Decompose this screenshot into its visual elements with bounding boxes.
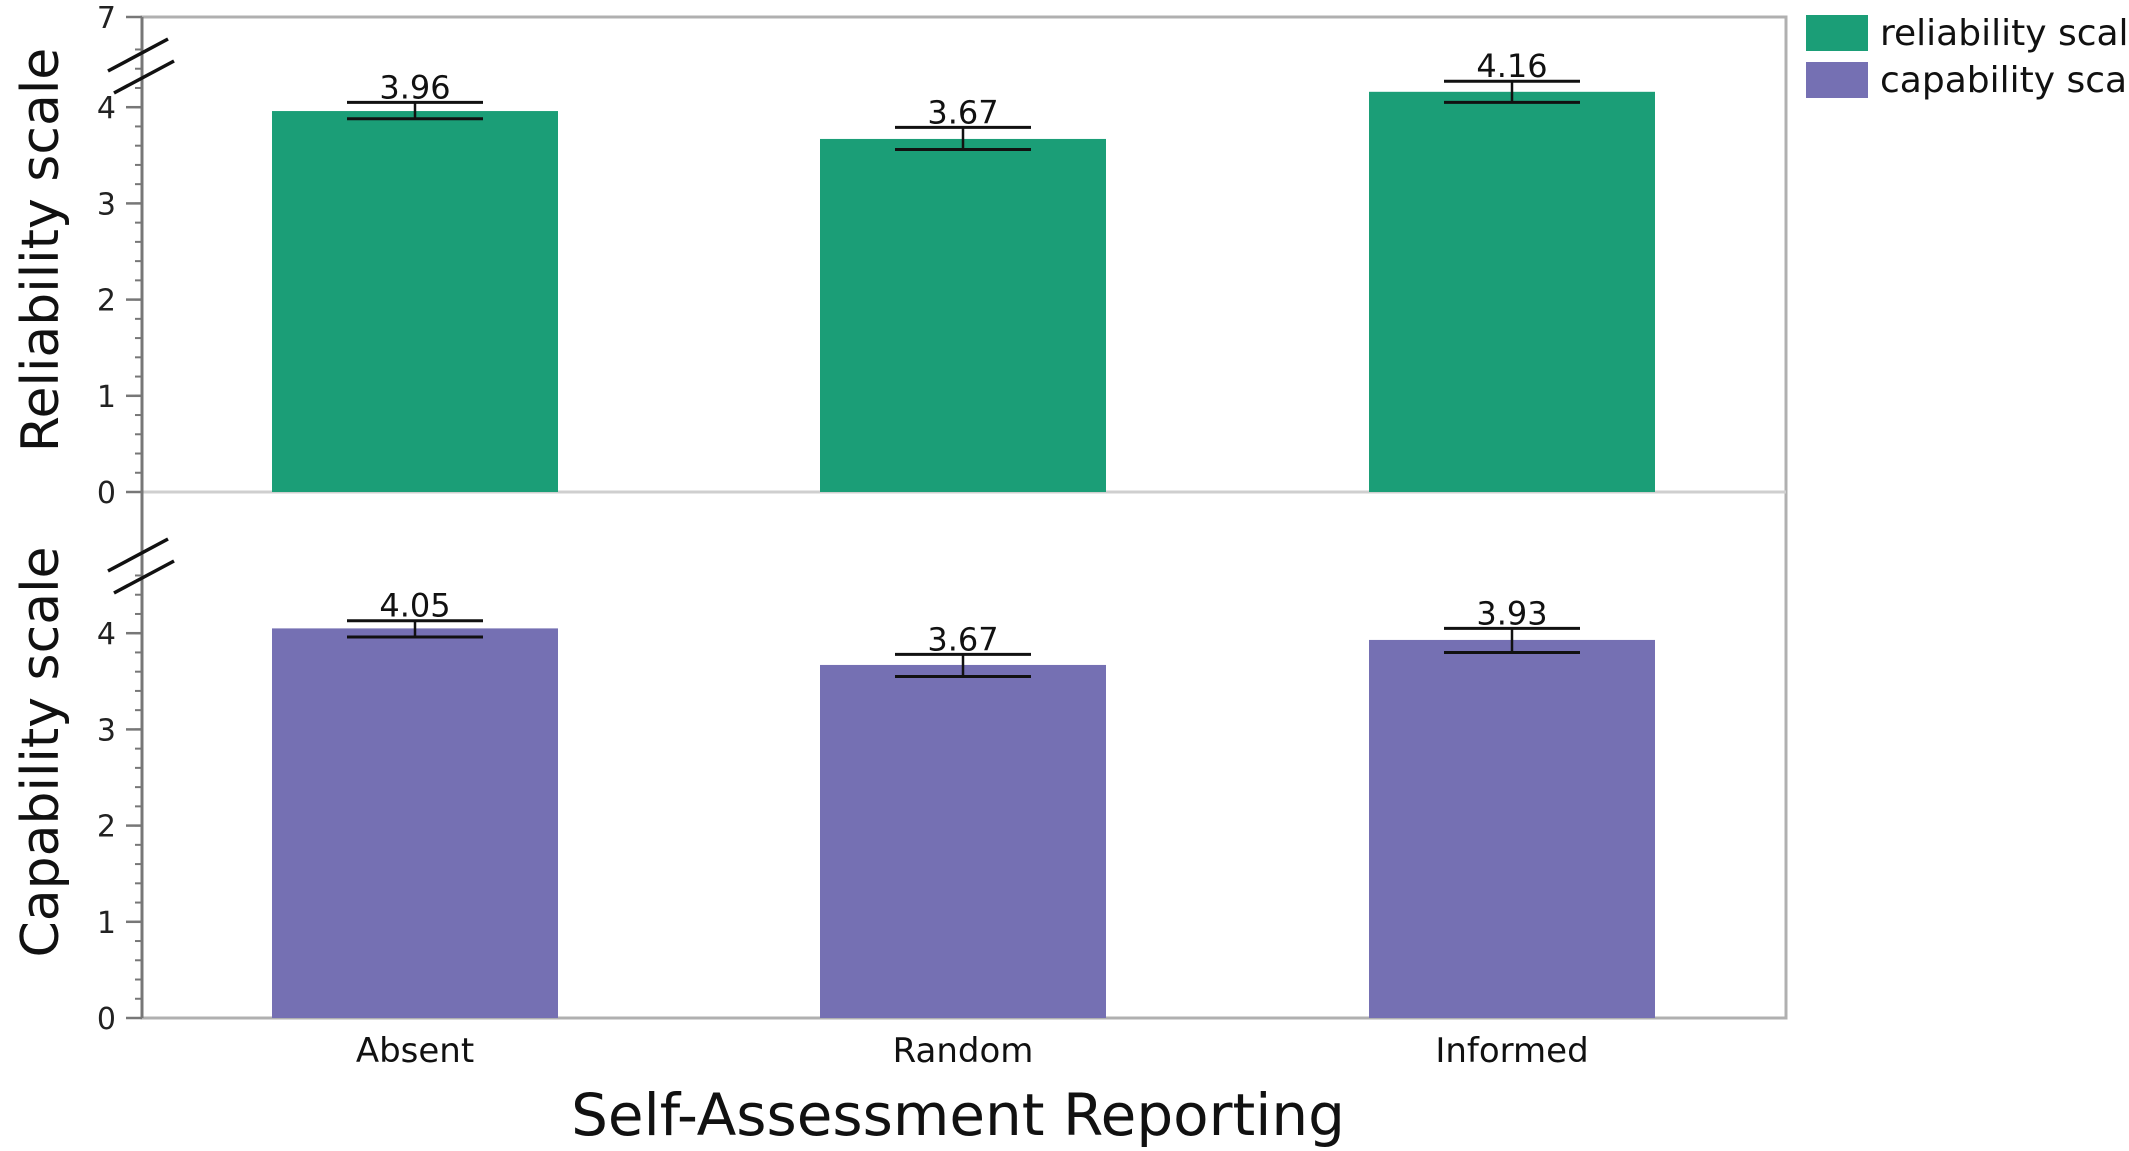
legend-label: capability scale bbox=[1880, 60, 2129, 101]
legend-label: reliability scale bbox=[1880, 13, 2129, 54]
bar bbox=[1369, 639, 1655, 1018]
error-bar bbox=[895, 652, 1031, 678]
error-bar bbox=[347, 619, 483, 639]
x-tick-label: Absent bbox=[356, 1031, 474, 1071]
error-bar bbox=[1444, 626, 1580, 654]
y-tick-label: 0 bbox=[97, 476, 116, 511]
x-axis-title: Self-Assessment Reporting bbox=[571, 1081, 1345, 1149]
y-tick-label: 4 bbox=[97, 91, 116, 126]
data-label: 4.05 bbox=[379, 587, 450, 625]
axis-break-line bbox=[113, 59, 175, 95]
y-tick-label: 3 bbox=[97, 713, 116, 748]
x-tick-label: Random bbox=[893, 1031, 1034, 1071]
bar bbox=[272, 628, 558, 1018]
error-bar bbox=[895, 125, 1031, 152]
axis-break-line bbox=[113, 559, 175, 595]
axis-break-mark bbox=[107, 37, 175, 95]
y-axis-title: Capability scale bbox=[11, 546, 71, 957]
axis-break-line bbox=[107, 37, 169, 73]
y-tick-label: 3 bbox=[97, 187, 116, 222]
bar bbox=[820, 664, 1106, 1018]
legend-swatch bbox=[1806, 15, 1868, 51]
error-bar bbox=[347, 100, 483, 121]
y-tick-label: 0 bbox=[97, 1002, 116, 1037]
y-tick-label: 1 bbox=[97, 380, 116, 415]
bar bbox=[272, 111, 558, 492]
data-label: 3.67 bbox=[927, 620, 998, 658]
axis-break-mark bbox=[107, 537, 175, 595]
data-label: 3.96 bbox=[379, 68, 450, 106]
data-label: 3.93 bbox=[1476, 594, 1547, 632]
x-tick-label: Informed bbox=[1435, 1031, 1588, 1071]
axis-break-line bbox=[107, 537, 169, 573]
legend-item: capability scale bbox=[1806, 60, 2129, 101]
y-axis-title: Reliability scale bbox=[11, 48, 71, 453]
data-label: 3.67 bbox=[927, 93, 998, 131]
error-bar bbox=[1444, 79, 1580, 104]
bar bbox=[820, 138, 1106, 493]
legend-swatch bbox=[1806, 62, 1868, 98]
legend-item: reliability scale bbox=[1806, 13, 2129, 54]
y-tick-label: 1 bbox=[97, 906, 116, 941]
plot-area: 0 1 2 3 4 7 Reliability scale 3.96 3.67 4.16 0 1 2 3 4… bbox=[11, 1, 1788, 1071]
y-tick-label: 2 bbox=[97, 810, 116, 845]
data-label: 4.16 bbox=[1476, 47, 1547, 85]
legend: reliability scale capability scale bbox=[1806, 13, 2129, 101]
y-tick-label: 4 bbox=[97, 617, 116, 652]
y-tick-label: 2 bbox=[97, 284, 116, 319]
bar bbox=[1369, 91, 1655, 493]
y-tick-label: 7 bbox=[97, 1, 116, 36]
